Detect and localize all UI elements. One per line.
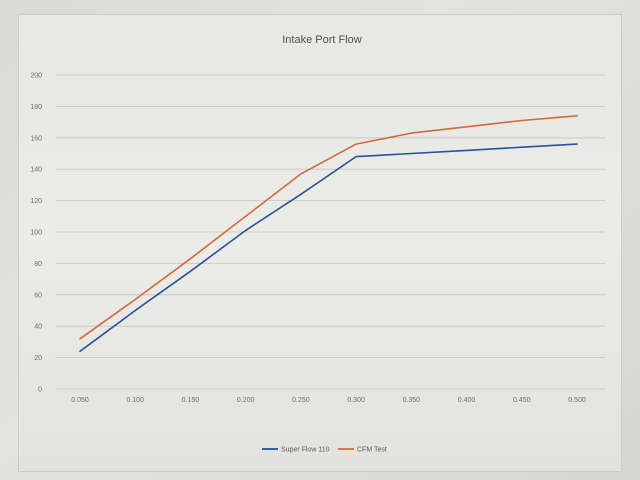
x-tick-label: 0.450 bbox=[513, 397, 531, 404]
y-tick-label: 40 bbox=[34, 324, 42, 331]
y-axis-ticks: 0 20 40 60 80 100 120 140 160 180 200 bbox=[30, 73, 42, 394]
y-tick-label: 160 bbox=[30, 135, 42, 142]
y-tick-label: 0 bbox=[38, 387, 42, 394]
y-tick-label: 60 bbox=[34, 292, 42, 299]
x-tick-label: 0.050 bbox=[71, 397, 89, 404]
x-tick-label: 0.350 bbox=[403, 397, 421, 404]
y-tick-label: 20 bbox=[34, 355, 42, 362]
series-line-1 bbox=[79, 115, 578, 340]
legend-label: CFM Test bbox=[357, 447, 387, 454]
y-tick-label: 120 bbox=[30, 198, 42, 205]
series-lines bbox=[79, 115, 578, 353]
x-tick-label: 0.300 bbox=[347, 397, 365, 404]
chart-paper bbox=[18, 14, 622, 472]
y-tick-label: 100 bbox=[30, 230, 42, 237]
y-tick-label: 80 bbox=[34, 261, 42, 268]
x-tick-label: 0.500 bbox=[568, 397, 586, 404]
x-tick-label: 0.400 bbox=[458, 397, 476, 404]
gridlines bbox=[56, 74, 605, 390]
y-tick-label: 140 bbox=[30, 167, 42, 174]
x-axis-ticks: 0.050 0.100 0.150 0.200 0.250 0.300 0.350 0.400… bbox=[71, 397, 586, 404]
x-tick-label: 0.200 bbox=[237, 397, 255, 404]
chart-title: Intake Port Flow bbox=[282, 34, 362, 46]
x-tick-label: 0.150 bbox=[182, 397, 200, 404]
y-tick-label: 180 bbox=[30, 104, 42, 111]
x-tick-label: 0.100 bbox=[126, 397, 144, 404]
x-tick-label: 0.250 bbox=[292, 397, 310, 404]
legend-label: Super Flow 110 bbox=[281, 447, 330, 454]
y-tick-label: 200 bbox=[30, 73, 42, 80]
series-line-0 bbox=[79, 143, 578, 353]
legend: Super Flow 110 CFM Test bbox=[262, 447, 387, 454]
